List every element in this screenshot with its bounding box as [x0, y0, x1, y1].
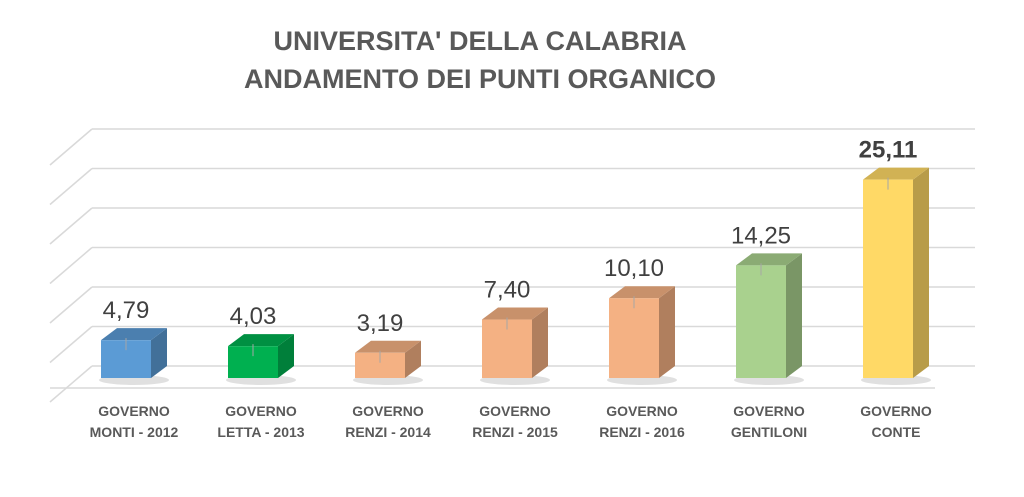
gridline-side	[49, 246, 93, 285]
gridline-side	[49, 325, 93, 364]
chart-title-line-2: ANDAMENTO DEI PUNTI ORGANICO	[243, 64, 716, 94]
gridline-side	[49, 365, 93, 403]
bar-top	[609, 286, 675, 299]
data-label: 25,11	[859, 137, 918, 164]
bar-side	[659, 286, 675, 378]
bar-top	[101, 328, 167, 341]
category-label: RENZI - 2016	[599, 424, 685, 440]
data-label: 3,19	[357, 310, 404, 337]
bar	[863, 179, 913, 378]
bar	[609, 298, 659, 378]
category-label: GOVERNO	[352, 403, 424, 419]
category-label: GENTILONI	[731, 424, 807, 440]
bar-side	[405, 340, 421, 378]
bar	[736, 265, 786, 378]
bar-top	[863, 167, 929, 180]
chart-title-line-1: UNIVERSITA' DELLA CALABRIA	[273, 26, 687, 56]
category-label: MONTI - 2012	[90, 424, 179, 440]
data-label: 4,79	[103, 297, 150, 324]
data-label: 7,40	[484, 277, 531, 304]
category-label: LETTA - 2013	[217, 424, 304, 440]
category-label: RENZI - 2014	[345, 424, 431, 440]
category-label: GOVERNO	[225, 403, 297, 419]
category-label: GOVERNO	[479, 403, 551, 419]
category-label: GOVERNO	[98, 403, 170, 419]
bar-side	[151, 328, 167, 378]
data-label: 10,10	[604, 255, 664, 282]
category-label: GOVERNO	[860, 403, 932, 419]
bar-top	[228, 334, 294, 347]
data-label: 14,25	[731, 222, 791, 249]
bar-side	[786, 253, 802, 378]
data-label: 4,03	[230, 303, 277, 330]
bar-top	[736, 253, 802, 266]
gridline-side	[49, 286, 93, 324]
bar-side	[278, 334, 294, 378]
bar-side	[532, 307, 548, 378]
category-label: RENZI - 2015	[472, 424, 558, 440]
gridline-side	[49, 128, 93, 166]
bar-top	[355, 340, 421, 353]
category-label: GOVERNO	[606, 403, 678, 419]
chart-title: UNIVERSITA' DELLA CALABRIA ANDAMENTO DEI…	[0, 22, 960, 98]
category-label: CONTE	[872, 424, 921, 440]
bar-top	[482, 307, 548, 320]
category-label: GOVERNO	[733, 403, 805, 419]
gridline-side	[49, 207, 93, 245]
bar-side	[913, 167, 929, 378]
gridline-side	[49, 167, 93, 206]
